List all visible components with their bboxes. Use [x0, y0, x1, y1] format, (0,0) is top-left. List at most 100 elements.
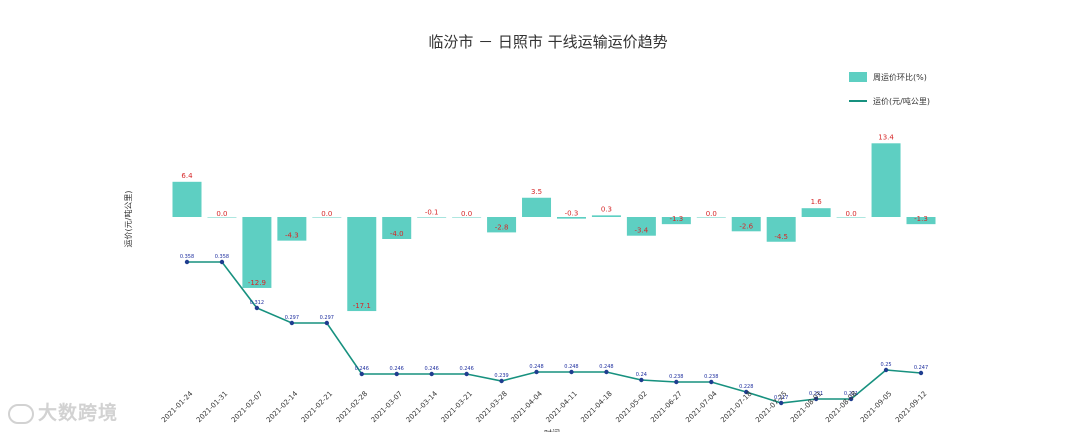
- x-axis-ticks: 2021-01-24 2021-01-31 2021-02-07 2021-02-14…: [160, 389, 928, 424]
- bar: [347, 217, 377, 312]
- x-tick-label: 2021-02-28: [335, 390, 369, 424]
- line-value-label: 0.24: [636, 372, 647, 378]
- line-value-label: 0.297: [320, 315, 334, 321]
- bar-value-label: 0.0: [321, 210, 332, 218]
- x-tick-label: 2021-07-18: [719, 390, 753, 424]
- bar-value-label: 0.0: [216, 210, 227, 218]
- line-point: [219, 259, 225, 265]
- line-point: [429, 371, 434, 377]
- line-point: [324, 320, 330, 326]
- line-point: [464, 371, 469, 377]
- bar: [766, 217, 796, 242]
- watermark: 大数跨境: [8, 398, 118, 425]
- bar-value-label: 0.0: [461, 210, 472, 218]
- line-series: [184, 259, 924, 406]
- bar-value-label: -3.4: [635, 227, 649, 235]
- line-point: [534, 369, 539, 375]
- x-tick-label: 2021-09-12: [894, 390, 928, 424]
- bar-labels: 6.4 0.0 -12.9 -4.3 0.0 -17.1 -4.0 -0.1 0.0 -2.8 3.…: [181, 133, 927, 310]
- x-tick-label: 2021-05-02: [614, 390, 648, 424]
- x-tick-label: 2021-03-14: [405, 389, 440, 424]
- x-tick-label: 2021-08-01: [789, 390, 823, 424]
- bar: [522, 197, 552, 217]
- line-value-label: 0.217: [774, 395, 788, 401]
- line-point: [778, 400, 784, 406]
- x-tick-label: 2021-04-18: [579, 390, 613, 424]
- bar-value-label: -4.0: [390, 230, 404, 238]
- bar-value-label: 0.0: [846, 210, 857, 218]
- watermark-logo-icon: [8, 403, 34, 424]
- y-axis-label: 运价(元/吨公里): [123, 191, 133, 248]
- bar-value-label: -0.3: [565, 210, 579, 218]
- line-value-label: 0.221: [809, 391, 823, 397]
- bar-value-label: -2.6: [739, 222, 753, 230]
- x-tick-label: 2021-03-21: [440, 390, 474, 424]
- bar: [661, 217, 691, 225]
- line-value-label: 0.248: [529, 364, 543, 370]
- bar-value-label: -2.8: [495, 223, 509, 231]
- bar-value-label: -0.1: [425, 209, 439, 217]
- x-tick-label: 2021-07-25: [754, 390, 788, 424]
- x-tick-label: 2021-09-05: [859, 390, 893, 424]
- bar-value-label: 3.5: [531, 188, 542, 196]
- line-value-label: 0.297: [285, 315, 299, 321]
- bar: [591, 215, 621, 217]
- bar: [906, 217, 936, 225]
- bar: [312, 217, 342, 218]
- line-value-label: 0.247: [914, 365, 928, 371]
- line-point: [394, 371, 399, 377]
- price-line: [187, 261, 922, 404]
- line-labels: 0.358 0.358 0.312 0.297 0.297 0.246 0.246 0.246…: [180, 254, 928, 401]
- legend: 周运价环比(%) 运价(元/吨公里): [849, 72, 930, 106]
- x-tick-label: 2021-01-31: [195, 390, 229, 424]
- line-value-label: 0.25: [880, 362, 891, 368]
- x-tick-label: 2021-03-07: [370, 390, 404, 424]
- line-point: [848, 396, 854, 402]
- line-point: [813, 396, 819, 402]
- line-value-label: 0.358: [215, 254, 229, 260]
- bar: [836, 217, 866, 218]
- line-value-label: 0.246: [459, 366, 473, 372]
- x-tick-label: 2021-01-24: [160, 389, 195, 424]
- bar: [172, 181, 202, 217]
- line-value-label: 0.238: [669, 374, 683, 380]
- bar: [382, 217, 412, 239]
- bar-value-label: -17.1: [353, 302, 371, 310]
- line-value-label: 0.238: [704, 374, 718, 380]
- bar: [871, 143, 901, 217]
- line-point: [639, 377, 644, 383]
- bar-value-label: 6.4: [181, 172, 193, 180]
- x-tick-label: 2021-06-27: [649, 390, 683, 424]
- line-point: [289, 320, 295, 326]
- line-value-label: 0.221: [844, 391, 858, 397]
- line-value-label: 0.312: [250, 300, 264, 306]
- line-value-label: 0.228: [739, 384, 753, 390]
- x-tick-label: 2021-07-04: [684, 389, 719, 424]
- x-tick-label: 2021-02-21: [300, 390, 334, 424]
- line-point: [359, 371, 364, 377]
- bar-value-label: -12.9: [248, 279, 266, 287]
- x-tick-label: 2021-02-14: [265, 389, 300, 424]
- bar: [417, 217, 447, 218]
- line-value-label: 0.248: [599, 364, 613, 370]
- line-point: [744, 389, 749, 395]
- x-axis-label: 时间: [544, 428, 560, 432]
- bar: [626, 217, 656, 236]
- bar: [487, 217, 517, 233]
- bar-series: [172, 143, 936, 312]
- line-value-label: 0.246: [355, 366, 369, 372]
- line-point: [883, 367, 889, 373]
- x-tick-label: 2021-08-08: [824, 390, 858, 424]
- line-point: [709, 379, 714, 385]
- bar: [242, 217, 272, 288]
- bar: [696, 217, 726, 218]
- line-value-label: 0.358: [180, 254, 194, 260]
- legend-bar-swatch: [849, 72, 867, 82]
- bar: [556, 217, 586, 219]
- line-point: [254, 305, 260, 311]
- bar: [207, 217, 237, 218]
- legend-line-label: 运价(元/吨公里): [873, 96, 930, 106]
- bar: [731, 217, 761, 232]
- line-value-label: 0.239: [494, 373, 508, 379]
